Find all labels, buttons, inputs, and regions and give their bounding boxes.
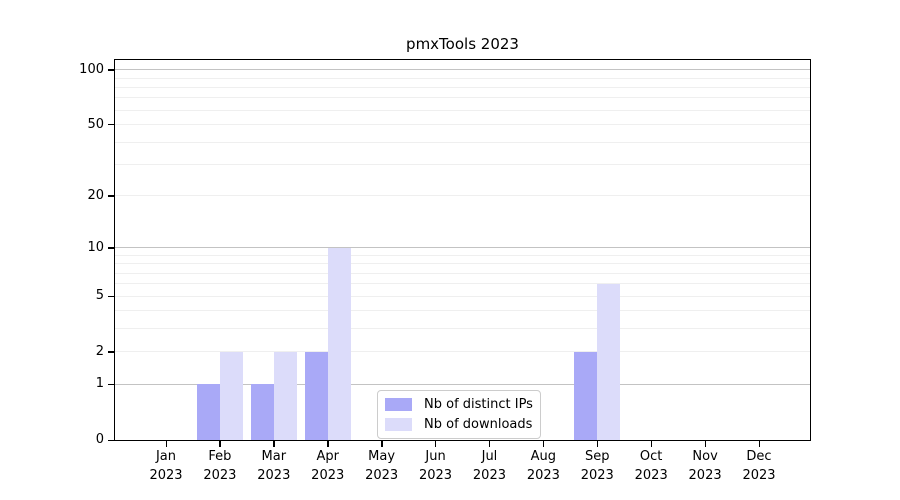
minor-gridline [115,295,810,297]
minor-gridline [115,86,810,88]
y-tick-label: 20 [87,187,104,203]
x-tick-label: Apr 2023 [296,447,360,485]
major-gridline [115,383,810,385]
x-tick-year: 2023 [203,468,237,483]
x-tick-label: Jun 2023 [404,447,468,485]
x-tick-year: 2023 [526,468,560,483]
x-tick-label: May 2023 [350,447,414,485]
minor-gridline [115,310,810,312]
x-tick-label: Dec 2023 [727,447,791,485]
minor-gridline [115,141,810,143]
bar-sep-series0 [574,351,598,440]
major-gridline [115,247,810,249]
chart-title: pmxTools 2023 [406,35,519,53]
bar-apr-series1 [327,247,351,440]
legend-item-downloads: Nb of downloads [385,417,533,432]
x-tick [650,441,653,447]
x-tick-label: Jul 2023 [457,447,521,485]
legend: Nb of distinct IPs Nb of downloads [377,390,541,439]
x-tick [273,441,275,447]
legend-swatch-distinct-ips [385,398,412,411]
x-tick-year: 2023 [418,468,453,483]
minor-gridline [115,124,810,126]
minor-gridline [115,328,810,330]
x-tick-year: 2023 [688,468,722,483]
y-tick-label: 100 [79,61,104,77]
y-tick [108,247,114,249]
x-tick-year: 2023 [257,468,291,483]
x-tick-year: 2023 [365,468,399,483]
legend-item-distinct-ips: Nb of distinct IPs [385,397,533,412]
minor-gridline [115,195,810,197]
x-tick-label: Nov 2023 [673,447,737,485]
legend-label-distinct-ips: Nb of distinct IPs [424,397,533,412]
y-tick [108,124,114,126]
minor-gridline [115,272,810,274]
major-gridline [115,69,810,71]
y-tick [108,295,114,298]
minor-gridline [115,254,810,256]
y-tick [108,383,114,386]
x-tick-year: 2023 [742,468,776,483]
bar-mar-series1 [273,351,297,440]
bar-mar-series0 [250,384,274,440]
x-tick-year: 2023 [472,468,506,483]
y-tick [108,439,114,441]
x-tick [219,441,221,447]
y-tick-label: 2 [95,343,104,359]
legend-label-downloads: Nb of downloads [424,417,533,432]
bar-feb-series1 [219,351,243,440]
y-tick-label: 50 [87,116,104,132]
x-tick [758,441,760,447]
y-tick-label: 1 [95,376,104,392]
minor-gridline [115,97,810,99]
y-tick [108,195,114,197]
legend-swatch-downloads [385,418,412,431]
x-tick-year: 2023 [149,468,183,483]
y-tick [108,351,114,353]
x-tick-label: Aug 2023 [511,447,575,485]
y-tick-label: 5 [95,288,104,304]
y-tick-label: 0 [95,432,104,447]
x-tick [435,441,437,447]
x-tick [596,441,599,447]
bar-apr-series0 [304,351,328,440]
minor-gridline [115,283,810,285]
x-tick [381,441,383,447]
x-tick-label: Jan 2023 [134,447,198,485]
y-tick [108,69,114,71]
y-tick-label: 10 [87,239,104,255]
x-tick-label: Oct 2023 [619,447,683,485]
minor-gridline [115,263,810,265]
bar-feb-series0 [196,384,220,440]
x-tick-label: Mar 2023 [242,447,306,485]
x-tick-year: 2023 [634,468,668,483]
x-tick [327,441,329,447]
bar-sep-series1 [597,283,621,440]
x-tick-label: Feb 2023 [188,447,252,485]
plot-inner [115,60,810,440]
x-tick-year: 2023 [311,468,345,483]
x-tick [704,441,706,447]
minor-gridline [115,77,810,79]
plot-area: Nb of distinct IPs Nb of downloads [114,59,811,441]
x-tick [488,441,491,447]
minor-gridline [115,351,810,353]
minor-gridline [115,109,810,111]
x-tick-year: 2023 [580,468,614,483]
x-tick-label: Sep 2023 [565,447,629,485]
minor-gridline [115,163,810,165]
x-tick [165,441,167,447]
x-tick [542,441,545,447]
